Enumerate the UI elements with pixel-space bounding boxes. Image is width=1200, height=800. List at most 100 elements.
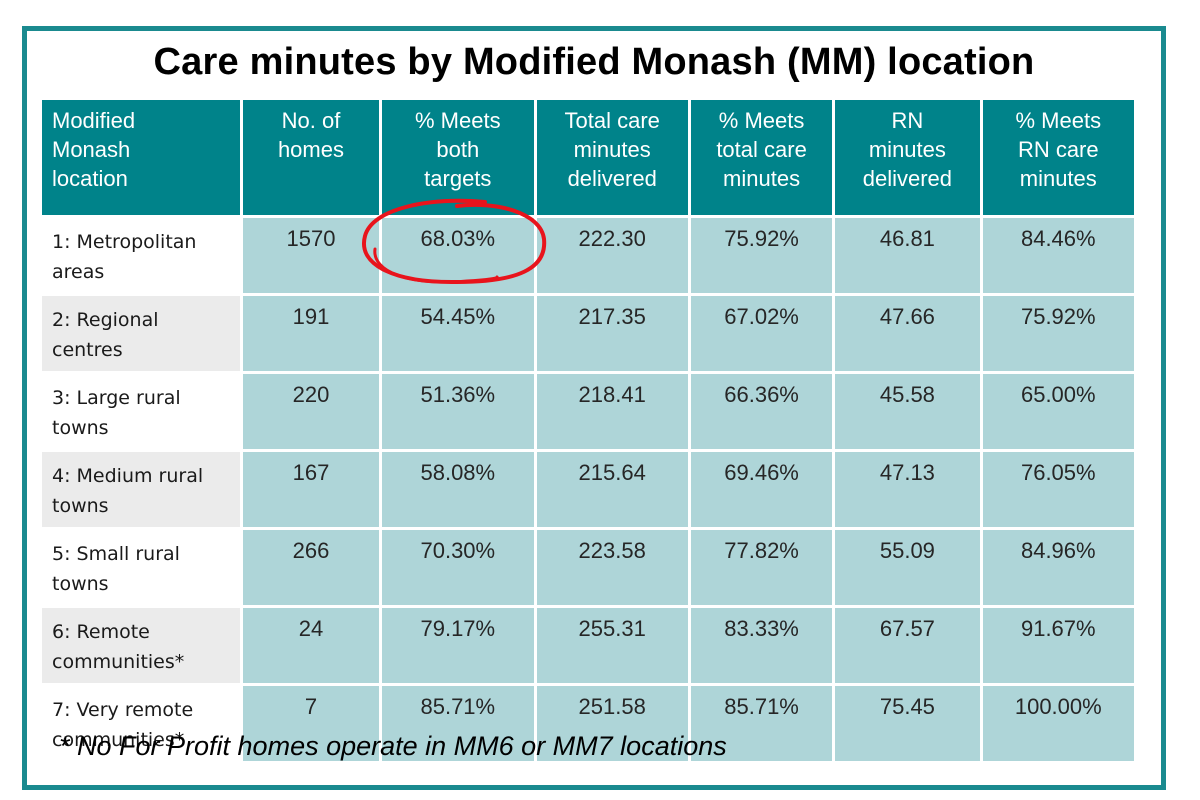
header-row: Modified Monash location No. of homes % Meets… (42, 100, 1134, 215)
data-table: Modified Monash location No. of homes % Meets… (39, 97, 1137, 764)
table-cell: 255.31 (536, 608, 688, 683)
header-text-line: % Meets (1015, 108, 1102, 133)
table-cell: 85.71% (690, 686, 833, 761)
footnote: * No For Profit homes operate in MM6 or … (59, 731, 727, 761)
table-cell: 46.81 (835, 218, 980, 293)
table-row: 3: Large rural towns 220 51.36% 218.41 66.36%… (42, 374, 1134, 449)
table-row: 7: Very remote communities* 7 85.71% 251.58 8… (42, 686, 1134, 761)
table-cell: 220 (242, 374, 380, 449)
header-text-line: delivered (567, 166, 657, 191)
table-cell: 70.30% (382, 530, 534, 605)
row-label: 7: Very remote communities* (42, 686, 240, 761)
table-cell: 223.58 (536, 530, 688, 605)
table-cell: 67.02% (690, 296, 833, 371)
header-text-line: both (436, 137, 480, 162)
table-cell: 68.03% (382, 218, 534, 293)
header-text-line: RN (891, 108, 924, 133)
table-cell: 191 (242, 296, 380, 371)
table-cell: 7 (242, 686, 380, 761)
table-cell: 79.17% (382, 608, 534, 683)
header-text-line: No. of (281, 108, 341, 133)
table-cell: 24 (242, 608, 380, 683)
header-text-line: location (52, 166, 128, 191)
row-label-line: towns (52, 417, 109, 439)
column-header: % Meets total care minutes (690, 100, 833, 215)
table-cell: 75.92% (982, 296, 1134, 371)
row-label-line: towns (52, 495, 109, 517)
header-text-line: minutes (868, 137, 946, 162)
row-label-line: towns (52, 573, 109, 595)
table-cell: 75.92% (690, 218, 833, 293)
table-cell: 217.35 (536, 296, 688, 371)
header-text-line: homes (277, 137, 344, 162)
row-label-line: 7: Very remote (52, 699, 194, 721)
row-label: 6: Remote communities* (42, 608, 240, 683)
table-cell: 51.36% (382, 374, 534, 449)
table-cell: 251.58 (536, 686, 688, 761)
row-label: 3: Large rural towns (42, 374, 240, 449)
table-cell: 65.00% (982, 374, 1134, 449)
table-cell: 91.67% (982, 608, 1134, 683)
table-row: 2: Regional centres 191 54.45% 217.35 67.02% 4… (42, 296, 1134, 371)
row-label-line: 4: Medium rural (52, 465, 204, 487)
header-text-line: minutes (1019, 166, 1097, 191)
table-row: 4: Medium rural towns 167 58.08% 215.64 69.46… (42, 452, 1134, 527)
table-cell: 85.71% (382, 686, 534, 761)
header-text-line: Modified (52, 108, 136, 133)
table-cell: 69.46% (690, 452, 833, 527)
table-cell: 222.30 (536, 218, 688, 293)
page-title: Care minutes by Modified Monash (MM) loc… (153, 41, 1035, 83)
column-header: RN minutes delivered (835, 100, 980, 215)
header-text-line: targets (424, 166, 492, 191)
header-text-line: Total care (564, 108, 660, 133)
column-header: % Meets both targets (382, 100, 534, 215)
table-cell: 167 (242, 452, 380, 527)
table-cell: 75.45 (835, 686, 980, 761)
table-frame: Care minutes by Modified Monash (MM) loc… (22, 26, 1166, 790)
table-cell: 83.33% (690, 608, 833, 683)
row-label-line: centres (52, 339, 123, 361)
table-cell: 47.13 (835, 452, 980, 527)
table-cell: 100.00% (982, 686, 1134, 761)
table-cell: 77.82% (690, 530, 833, 605)
header-text-line: minutes (723, 166, 801, 191)
header-text-line: RN care (1017, 137, 1099, 162)
row-label-line: communities* (52, 651, 185, 673)
table-cell: 54.45% (382, 296, 534, 371)
table-cell: 66.36% (690, 374, 833, 449)
column-header: No. of homes (242, 100, 380, 215)
row-label-line: 6: Remote (52, 621, 150, 643)
table-body: 1: Metropolitan areas 1570 68.03% 222.30 75.9… (42, 218, 1134, 761)
column-header: % Meets RN care minutes (982, 100, 1134, 215)
header-text-line: Monash (52, 137, 131, 162)
table-cell: 1570 (242, 218, 380, 293)
row-label: 1: Metropolitan areas (42, 218, 240, 293)
row-label-line: 5: Small rural (52, 543, 180, 565)
table-cell: 218.41 (536, 374, 688, 449)
table-cell: 58.08% (382, 452, 534, 527)
header-text-line: delivered (862, 166, 953, 191)
row-label-line: 2: Regional (52, 309, 159, 331)
table-cell: 55.09 (835, 530, 980, 605)
table-cell: 47.66 (835, 296, 980, 371)
row-label-line: 1: Metropolitan (52, 231, 197, 253)
row-label: 2: Regional centres (42, 296, 240, 371)
table-cell: 67.57 (835, 608, 980, 683)
table-cell: 215.64 (536, 452, 688, 527)
header-text-line: % Meets (415, 108, 501, 133)
column-header: Total care minutes delivered (536, 100, 688, 215)
table-cell: 266 (242, 530, 380, 605)
row-label: 5: Small rural towns (42, 530, 240, 605)
table-row: 5: Small rural towns 266 70.30% 223.58 77.82%… (42, 530, 1134, 605)
column-header: Modified Monash location (42, 100, 240, 215)
table-cell: 84.46% (982, 218, 1134, 293)
header-text-line: minutes (573, 137, 651, 162)
row-label-line: communities* (52, 729, 185, 751)
header-text-line: % Meets (718, 108, 805, 133)
table-cell: 76.05% (982, 452, 1134, 527)
row-label-line: areas (52, 261, 105, 283)
table-row: 6: Remote communities* 24 79.17% 255.31 83.33… (42, 608, 1134, 683)
table-cell: 84.96% (982, 530, 1134, 605)
row-label: 4: Medium rural towns (42, 452, 240, 527)
header-text-line: total care (716, 137, 807, 162)
